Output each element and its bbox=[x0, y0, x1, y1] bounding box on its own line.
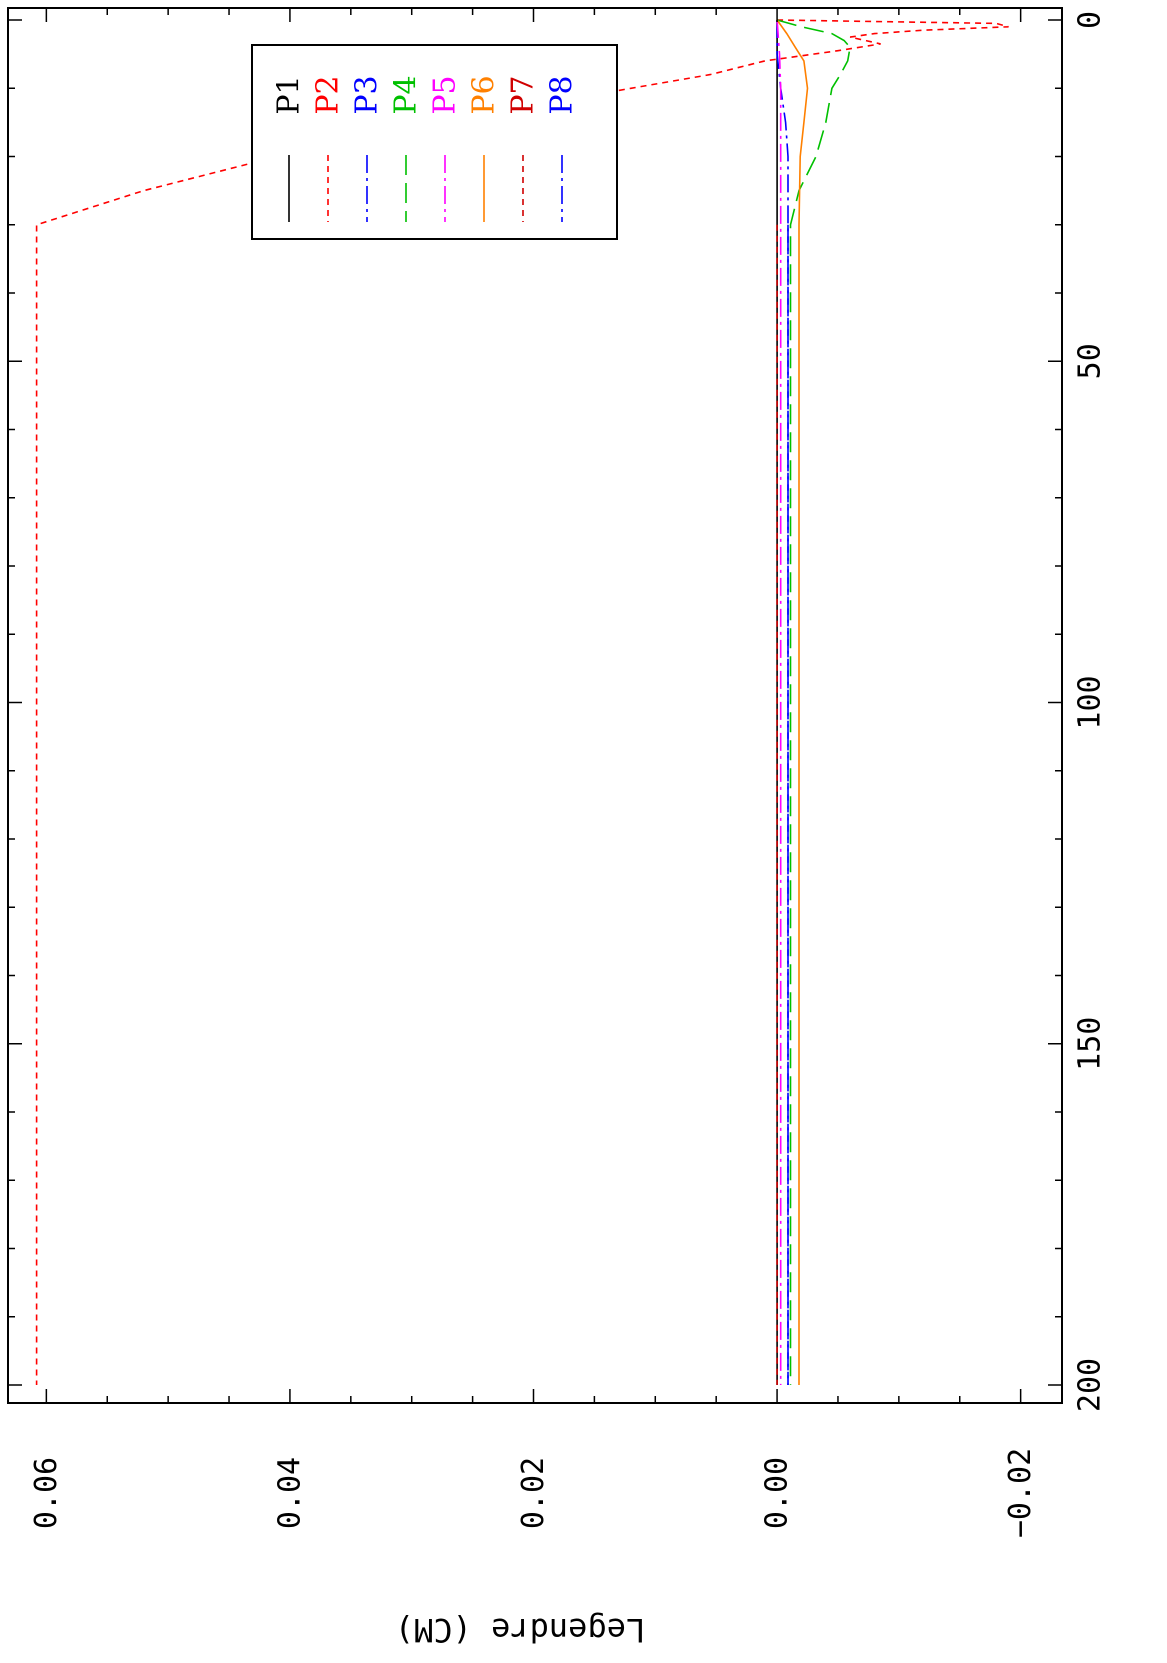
legend-label-p1: P1 bbox=[272, 75, 307, 114]
x-tick-label: 100 bbox=[1073, 675, 1108, 729]
legend-label-p3: P3 bbox=[350, 75, 385, 114]
legend-label-p2: P2 bbox=[311, 75, 346, 114]
y-tick-label: 0.06 bbox=[29, 1457, 64, 1529]
plot-area bbox=[7, 7, 1063, 1404]
series-line-p3 bbox=[776, 20, 789, 1385]
y-tick-label: 0.00 bbox=[760, 1457, 795, 1529]
y-tick-label: 0.04 bbox=[272, 1457, 307, 1529]
y-axis-title: Legendre (CM) bbox=[395, 1611, 645, 1649]
axis-ticks bbox=[8, 8, 1062, 1403]
series-line-p6 bbox=[776, 19, 809, 1385]
legend-label-p5: P5 bbox=[428, 75, 463, 114]
legend-box bbox=[251, 44, 618, 240]
legend-label-p6: P6 bbox=[467, 75, 502, 114]
series-line-p4 bbox=[776, 19, 851, 1385]
y-tick-label: −0.02 bbox=[1003, 1448, 1038, 1538]
x-tick-label: 50 bbox=[1073, 343, 1108, 379]
legend: P1 P2 P3 P4 P5 P6 P7 P8 bbox=[251, 44, 618, 240]
series-lines bbox=[35, 19, 1009, 1385]
plot-frame bbox=[7, 7, 1063, 1404]
x-tick-labels: 0 50 100 150 200 bbox=[1073, 11, 1108, 1412]
legend-label-p8: P8 bbox=[545, 75, 580, 114]
series-line-p2 bbox=[35, 19, 1009, 1385]
x-tick-label: 200 bbox=[1073, 1358, 1108, 1412]
legend-label-p4: P4 bbox=[389, 75, 424, 114]
x-tick-label: 150 bbox=[1073, 1017, 1108, 1071]
y-tick-label: 0.02 bbox=[516, 1457, 551, 1529]
x-tick-label: 0 bbox=[1073, 11, 1108, 29]
y-tick-labels: −0.02 0.00 0.02 0.04 0.06 bbox=[29, 1448, 1038, 1538]
series-line-p5 bbox=[776, 19, 782, 1385]
legend-label-p7: P7 bbox=[506, 75, 541, 114]
